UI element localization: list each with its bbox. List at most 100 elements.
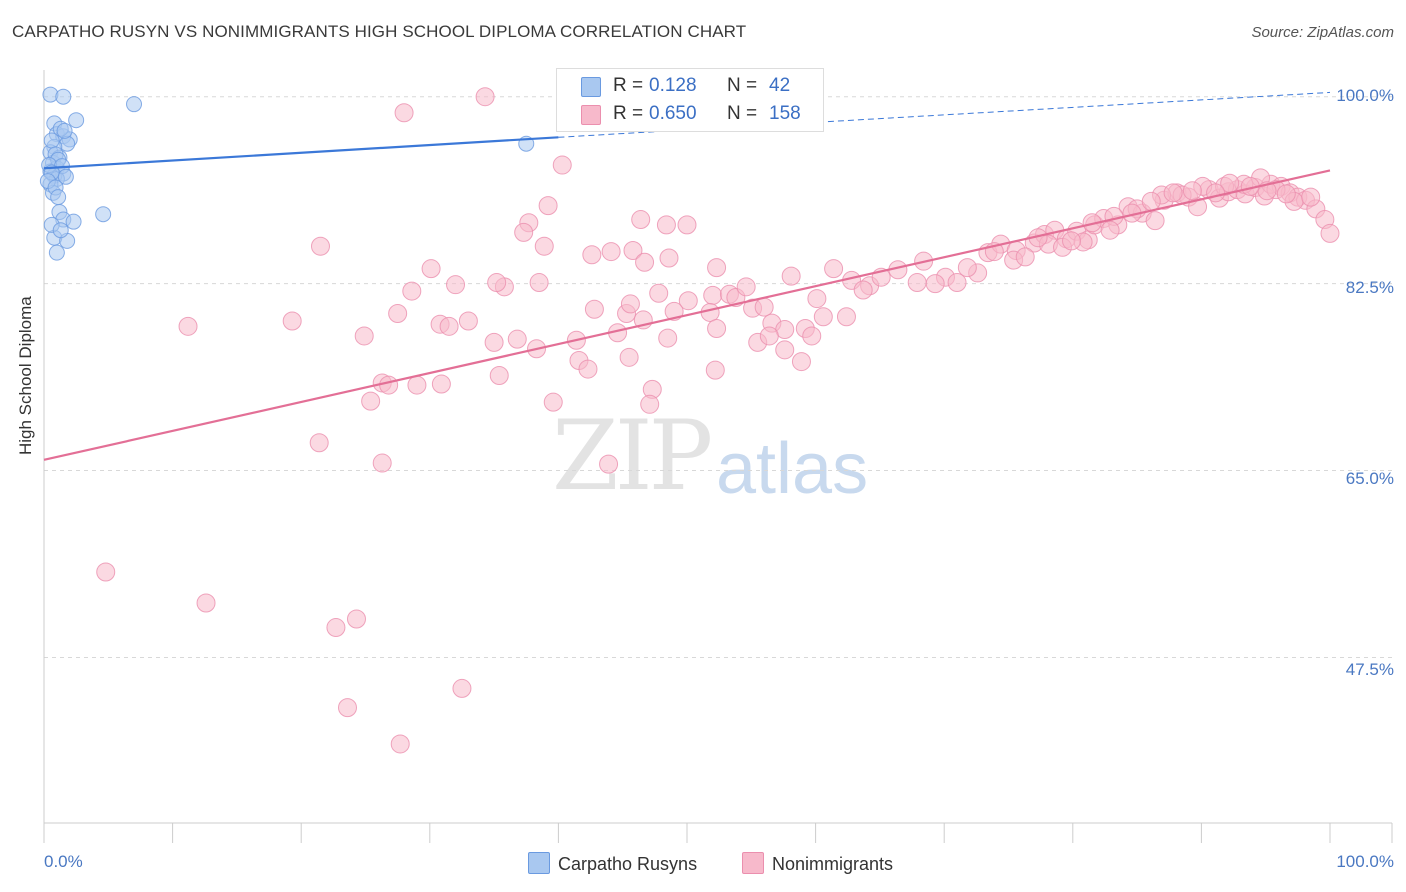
legend-label-nonimmigrants: Nonimmigrants xyxy=(772,854,894,874)
carpatho-point xyxy=(57,168,74,185)
stats-box: R = 0.128 N = 42 R = 0.650 N = 158 xyxy=(556,68,824,132)
nonimmigrant-trendline xyxy=(43,169,1331,461)
nonimmigrant-point xyxy=(431,374,451,394)
x-tick-label-min: 0.0% xyxy=(44,852,83,871)
nonimmigrant-point xyxy=(361,391,381,411)
nonimmigrant-point xyxy=(310,236,330,256)
nonimmigrant-point xyxy=(390,734,410,754)
nonimmigrant-point xyxy=(402,281,422,301)
carpatho-point xyxy=(43,132,60,149)
nonimmigrant-point xyxy=(487,273,507,293)
carpatho-point xyxy=(52,222,69,239)
nonimmigrant-point xyxy=(754,297,774,317)
watermark-atlas: atlas xyxy=(716,429,869,509)
legend-item-carpatho[interactable]: Carpatho Rusyns xyxy=(528,852,697,875)
nonimmigrant-point xyxy=(178,316,198,336)
nonimmigrant-point xyxy=(196,593,216,613)
nonimmigrant-point xyxy=(394,103,414,123)
nonimmigrant-point xyxy=(781,266,801,286)
nonimmigrant-point xyxy=(514,222,534,242)
stats-row-carpatho: R = 0.128 N = 42 xyxy=(557,73,823,99)
nonimmigrant-point xyxy=(1301,187,1321,207)
r-value-nonimmigrants: 0.650 xyxy=(649,103,697,124)
nonimmigrant-point xyxy=(736,277,756,297)
carpatho-point xyxy=(68,112,85,129)
nonimmigrant-point xyxy=(703,285,723,305)
nonimmigrant-point xyxy=(475,87,495,107)
x-tick-label-max: 100.0% xyxy=(1336,852,1394,871)
r-value-carpatho: 0.128 xyxy=(649,75,697,96)
nonimmigrant-point xyxy=(619,347,639,367)
nonimmigrant-point xyxy=(802,326,822,346)
nonimmigrant-point xyxy=(96,562,116,582)
legend-swatch-nonimmigrants xyxy=(742,852,764,874)
nonimmigrant-point xyxy=(658,328,678,348)
y-tick-label: 65.0% xyxy=(1345,469,1394,488)
y-tick-label: 82.5% xyxy=(1345,278,1394,297)
carpatho-trendline-extension xyxy=(558,91,1331,138)
nonimmigrant-point xyxy=(507,329,527,349)
y-tick-label: 100.0% xyxy=(1336,86,1394,105)
nonimmigrant-point xyxy=(656,215,676,235)
nonimmigrant-point xyxy=(631,210,651,230)
r-label: R = xyxy=(613,75,644,96)
nonimmigrant-point xyxy=(677,215,697,235)
nonimmigrant-point xyxy=(407,375,427,395)
nonimmigrant-point xyxy=(489,365,509,385)
nonimmigrant-point xyxy=(534,236,554,256)
watermark-zip: ZIP xyxy=(552,400,713,512)
nonimmigrant-point xyxy=(659,248,679,268)
nonimmigrant-point xyxy=(707,258,727,278)
nonimmigrant-point xyxy=(484,332,504,352)
carpatho-point xyxy=(56,122,73,139)
carpatho-point xyxy=(95,206,112,223)
nonimmigrant-point xyxy=(635,252,655,272)
nonimmigrant-point xyxy=(807,289,827,309)
nonimmigrant-point xyxy=(452,678,472,698)
nonimmigrant-point xyxy=(707,318,727,338)
carpatho-trendline xyxy=(43,136,559,170)
legend-item-nonimmigrants[interactable]: Nonimmigrants xyxy=(742,852,893,875)
nonimmigrant-point xyxy=(836,307,856,327)
carpatho-swatch xyxy=(581,77,601,97)
n-label: N = xyxy=(727,75,758,96)
nonimmigrant-point xyxy=(372,453,392,473)
carpatho-point xyxy=(48,244,65,261)
nonimmigrant-point xyxy=(282,311,302,331)
nonimmigrant-point xyxy=(1182,181,1202,201)
n-label: N = xyxy=(727,103,758,124)
nonimmigrant-point xyxy=(538,196,558,216)
nonimmigrant-point xyxy=(326,618,346,638)
nonimmigrant-point xyxy=(582,245,602,265)
nonimmigrant-point xyxy=(1062,231,1082,251)
nonimmigrant-point xyxy=(640,394,660,414)
nonimmigrant-point xyxy=(705,360,725,380)
nonimmigrant-point xyxy=(439,316,459,336)
nonimmigrant-point xyxy=(824,259,844,279)
y-axis-label: High School Diploma xyxy=(16,296,35,455)
nonimmigrant-point xyxy=(791,352,811,372)
nonimmigrant-point xyxy=(379,375,399,395)
carpatho-point xyxy=(126,96,143,113)
nonimmigrant-point xyxy=(1163,183,1183,203)
nonimmigrant-point xyxy=(759,326,779,346)
nonimmigrant-point xyxy=(388,304,408,324)
carpatho-point xyxy=(55,88,72,105)
nonimmigrant-point xyxy=(925,274,945,294)
source-label: Source: ZipAtlas.com xyxy=(1251,24,1394,41)
nonimmigrants-swatch xyxy=(581,105,601,125)
n-value-carpatho: 42 xyxy=(769,75,791,96)
nonimmigrant-point xyxy=(599,454,619,474)
nonimmigrant-point xyxy=(529,273,549,293)
nonimmigrant-point xyxy=(813,307,833,327)
nonimmigrant-point xyxy=(309,433,329,453)
nonimmigrant-point xyxy=(957,258,977,278)
nonimmigrant-point xyxy=(552,155,572,175)
nonimmigrant-point xyxy=(947,273,967,293)
nonimmigrant-point xyxy=(1145,211,1165,231)
nonimmigrant-point xyxy=(649,283,669,303)
nonimmigrant-point xyxy=(775,340,795,360)
nonimmigrant-point xyxy=(853,280,873,300)
nonimmigrant-point xyxy=(601,242,621,262)
